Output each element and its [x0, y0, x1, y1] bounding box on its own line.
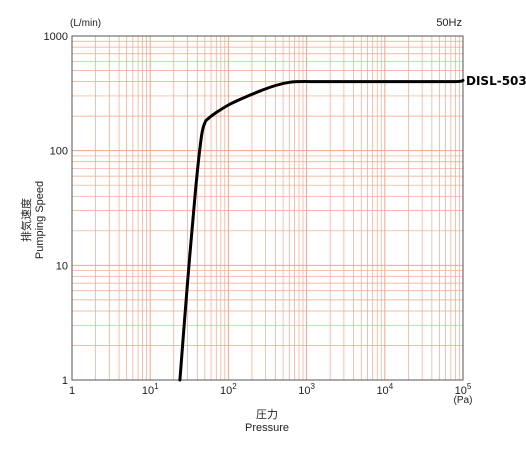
x-tick-label: 103	[298, 382, 315, 397]
x-tick-exponent: 5	[467, 382, 472, 391]
frequency-label: 50Hz	[436, 17, 462, 29]
grid	[72, 36, 463, 380]
x-tick-exponent: 4	[389, 382, 394, 391]
x-tick-exponent: 1	[154, 382, 159, 391]
series-label-disl-503: DISL-503	[466, 74, 526, 88]
x-tick-base: 10	[142, 385, 154, 397]
x-tick-base: 10	[298, 385, 310, 397]
y-tick-label: 10	[56, 260, 68, 272]
x-tick-label: 101	[142, 382, 159, 397]
x-unit-label: (Pa)	[454, 395, 473, 406]
x-tick-base: 10	[376, 385, 388, 397]
x-axis-label: Pressure	[245, 422, 289, 434]
y-tick-labels: 1 10 100 1000	[44, 31, 68, 387]
y-tick-label: 100	[50, 146, 68, 158]
x-tick-label: 1	[69, 385, 75, 397]
y-axis-label-jp: 排気速度	[19, 198, 33, 242]
y-tick-label: 1	[62, 375, 68, 387]
x-tick-label: 102	[220, 382, 237, 397]
x-tick-exponent: 3	[310, 382, 315, 391]
y-axis-label: Pumping Speed	[34, 181, 46, 259]
series-line-disl-503	[178, 78, 465, 382]
x-tick-base: 1	[69, 385, 75, 397]
x-tick-labels: 1 101 102 103 104 105	[69, 382, 472, 397]
x-tick-base: 10	[220, 385, 232, 397]
x-tick-exponent: 2	[232, 382, 237, 391]
plot-frame	[71, 35, 464, 381]
x-tick-label: 105	[455, 382, 472, 397]
y-unit-label: (L/min)	[70, 18, 101, 29]
x-axis-label-jp: 圧力	[256, 408, 278, 421]
x-tick-base: 10	[455, 385, 467, 397]
y-tick-label: 1000	[44, 31, 68, 43]
x-tick-label: 104	[376, 382, 393, 397]
